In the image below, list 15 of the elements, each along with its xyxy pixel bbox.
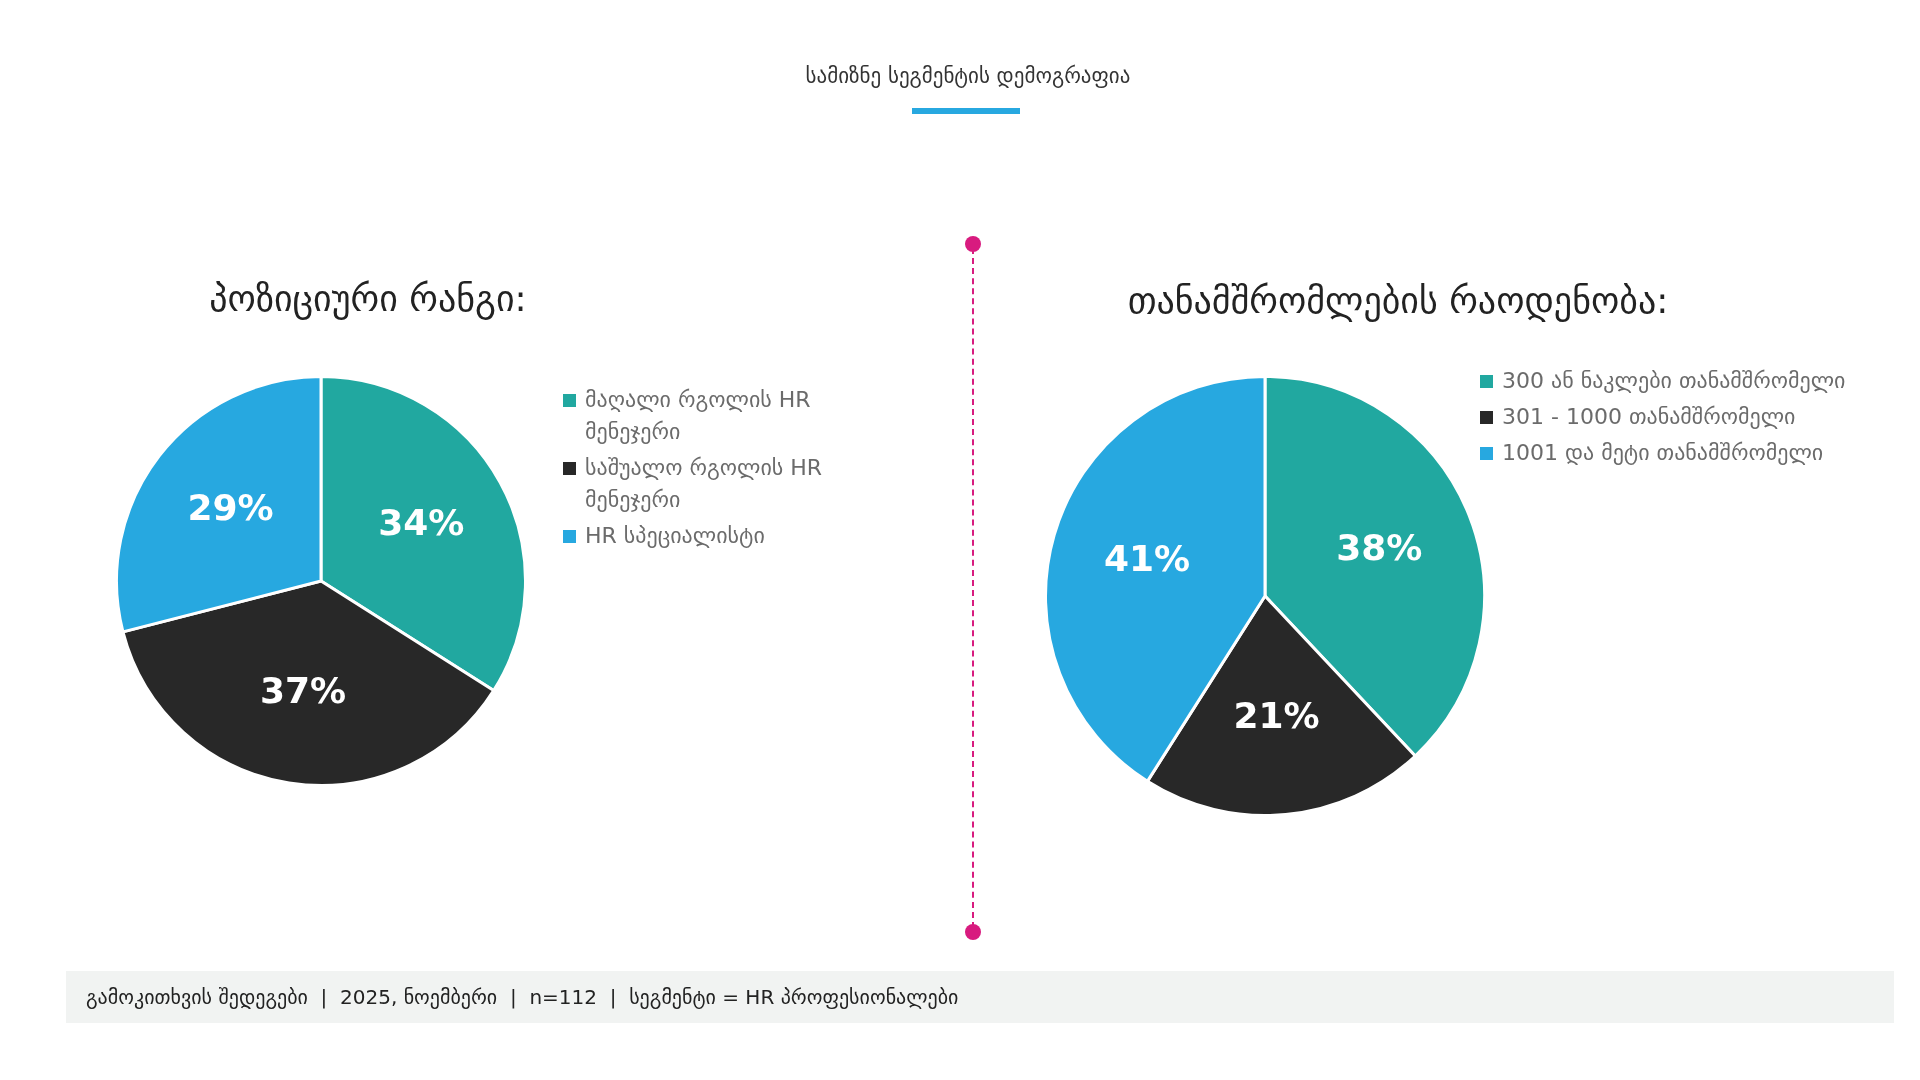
data-label: 38% — [1336, 527, 1423, 569]
chart-title: თანამშრომლების რაოდენობა: — [1126, 280, 1670, 321]
data-label: 34% — [378, 502, 465, 544]
legend-label: საშუალო რგოლის HR მენეჯერი — [585, 454, 824, 514]
data-label: 37% — [260, 670, 347, 712]
legend-label: 301 - 1000 თანამშრომელი — [1502, 403, 1796, 431]
legend-label: HR სპეციალისტი — [585, 522, 765, 550]
text: გამოკითხვის შედეგები | 2025, ნოემბერი | n=112 | სეგმენტი = HR პროფესიონალები — [86, 985, 959, 1009]
data-label: 41% — [1103, 538, 1191, 580]
legend-label: 300 ან ნაკლები თანამშრომელი — [1502, 367, 1846, 395]
data-label: 29% — [187, 487, 274, 529]
text: სამიზნე სეგმენტის დემოგრაფია — [804, 64, 1132, 88]
legend-label: 1001 და მეტი თანამშრომელი — [1502, 439, 1824, 467]
chart-title: პოზიციური რანგი: — [208, 278, 528, 319]
data-label: 21% — [1233, 694, 1320, 736]
